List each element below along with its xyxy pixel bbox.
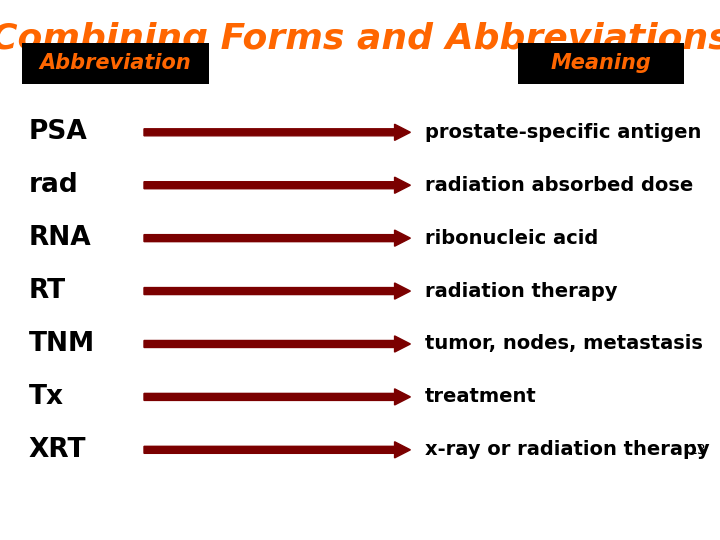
Bar — [22, 43, 209, 84]
Text: treatment: treatment — [425, 387, 536, 407]
Text: Meaning: Meaning — [551, 53, 652, 73]
Text: Tx: Tx — [29, 384, 64, 410]
Text: ribonucleic acid: ribonucleic acid — [425, 228, 598, 248]
FancyArrow shape — [144, 283, 410, 299]
FancyArrow shape — [144, 177, 410, 193]
Text: radiation absorbed dose: radiation absorbed dose — [425, 176, 693, 195]
Text: TNM: TNM — [29, 331, 95, 357]
Text: tumor, nodes, metastasis: tumor, nodes, metastasis — [425, 334, 703, 354]
Text: radiation therapy: radiation therapy — [425, 281, 617, 301]
FancyArrow shape — [144, 230, 410, 246]
Text: prostate-specific antigen: prostate-specific antigen — [425, 123, 701, 142]
FancyArrow shape — [144, 336, 410, 352]
Text: Combining Forms and Abbreviations: Combining Forms and Abbreviations — [0, 22, 720, 56]
Text: rad: rad — [29, 172, 78, 198]
Text: RT: RT — [29, 278, 66, 304]
Text: RNA: RNA — [29, 225, 91, 251]
FancyArrow shape — [144, 442, 410, 458]
Text: PSA: PSA — [29, 119, 88, 145]
FancyArrow shape — [144, 124, 410, 140]
FancyArrow shape — [144, 389, 410, 405]
Text: XRT: XRT — [29, 437, 86, 463]
Bar — [518, 43, 684, 84]
Text: x-ray or radiation therapy: x-ray or radiation therapy — [425, 440, 709, 460]
Text: Abbreviation: Abbreviation — [40, 53, 191, 73]
Text: 13: 13 — [688, 443, 706, 457]
